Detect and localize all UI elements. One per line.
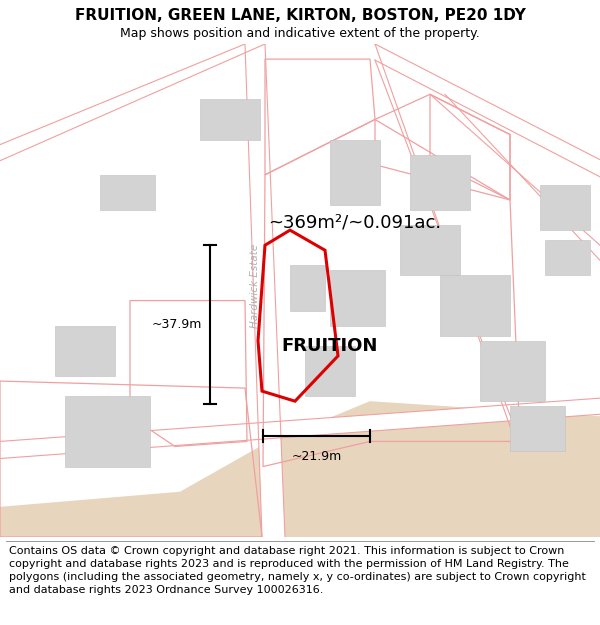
Polygon shape (200, 99, 260, 139)
Text: ~37.9m: ~37.9m (152, 318, 202, 331)
Text: Hardwick Estate: Hardwick Estate (250, 243, 260, 328)
Polygon shape (480, 341, 545, 401)
Text: Contains OS data © Crown copyright and database right 2021. This information is : Contains OS data © Crown copyright and d… (9, 546, 586, 596)
Polygon shape (290, 266, 325, 311)
Polygon shape (0, 398, 600, 459)
Polygon shape (100, 175, 155, 210)
Polygon shape (540, 185, 590, 230)
Polygon shape (545, 240, 590, 276)
Text: ~369m²/~0.091ac.: ~369m²/~0.091ac. (268, 213, 441, 231)
Polygon shape (305, 346, 355, 396)
Polygon shape (330, 139, 380, 205)
Polygon shape (330, 271, 385, 326)
Polygon shape (440, 276, 510, 336)
Polygon shape (245, 44, 285, 537)
Polygon shape (65, 396, 150, 467)
Polygon shape (0, 44, 265, 161)
Text: Map shows position and indicative extent of the property.: Map shows position and indicative extent… (120, 28, 480, 40)
Text: ~21.9m: ~21.9m (292, 451, 341, 464)
Polygon shape (55, 326, 115, 376)
Polygon shape (0, 401, 600, 537)
Text: FRUITION, GREEN LANE, KIRTON, BOSTON, PE20 1DY: FRUITION, GREEN LANE, KIRTON, BOSTON, PE… (74, 8, 526, 23)
Text: FRUITION: FRUITION (282, 337, 378, 355)
Polygon shape (400, 225, 460, 276)
Polygon shape (375, 44, 600, 177)
Polygon shape (510, 406, 565, 451)
Polygon shape (410, 154, 470, 210)
